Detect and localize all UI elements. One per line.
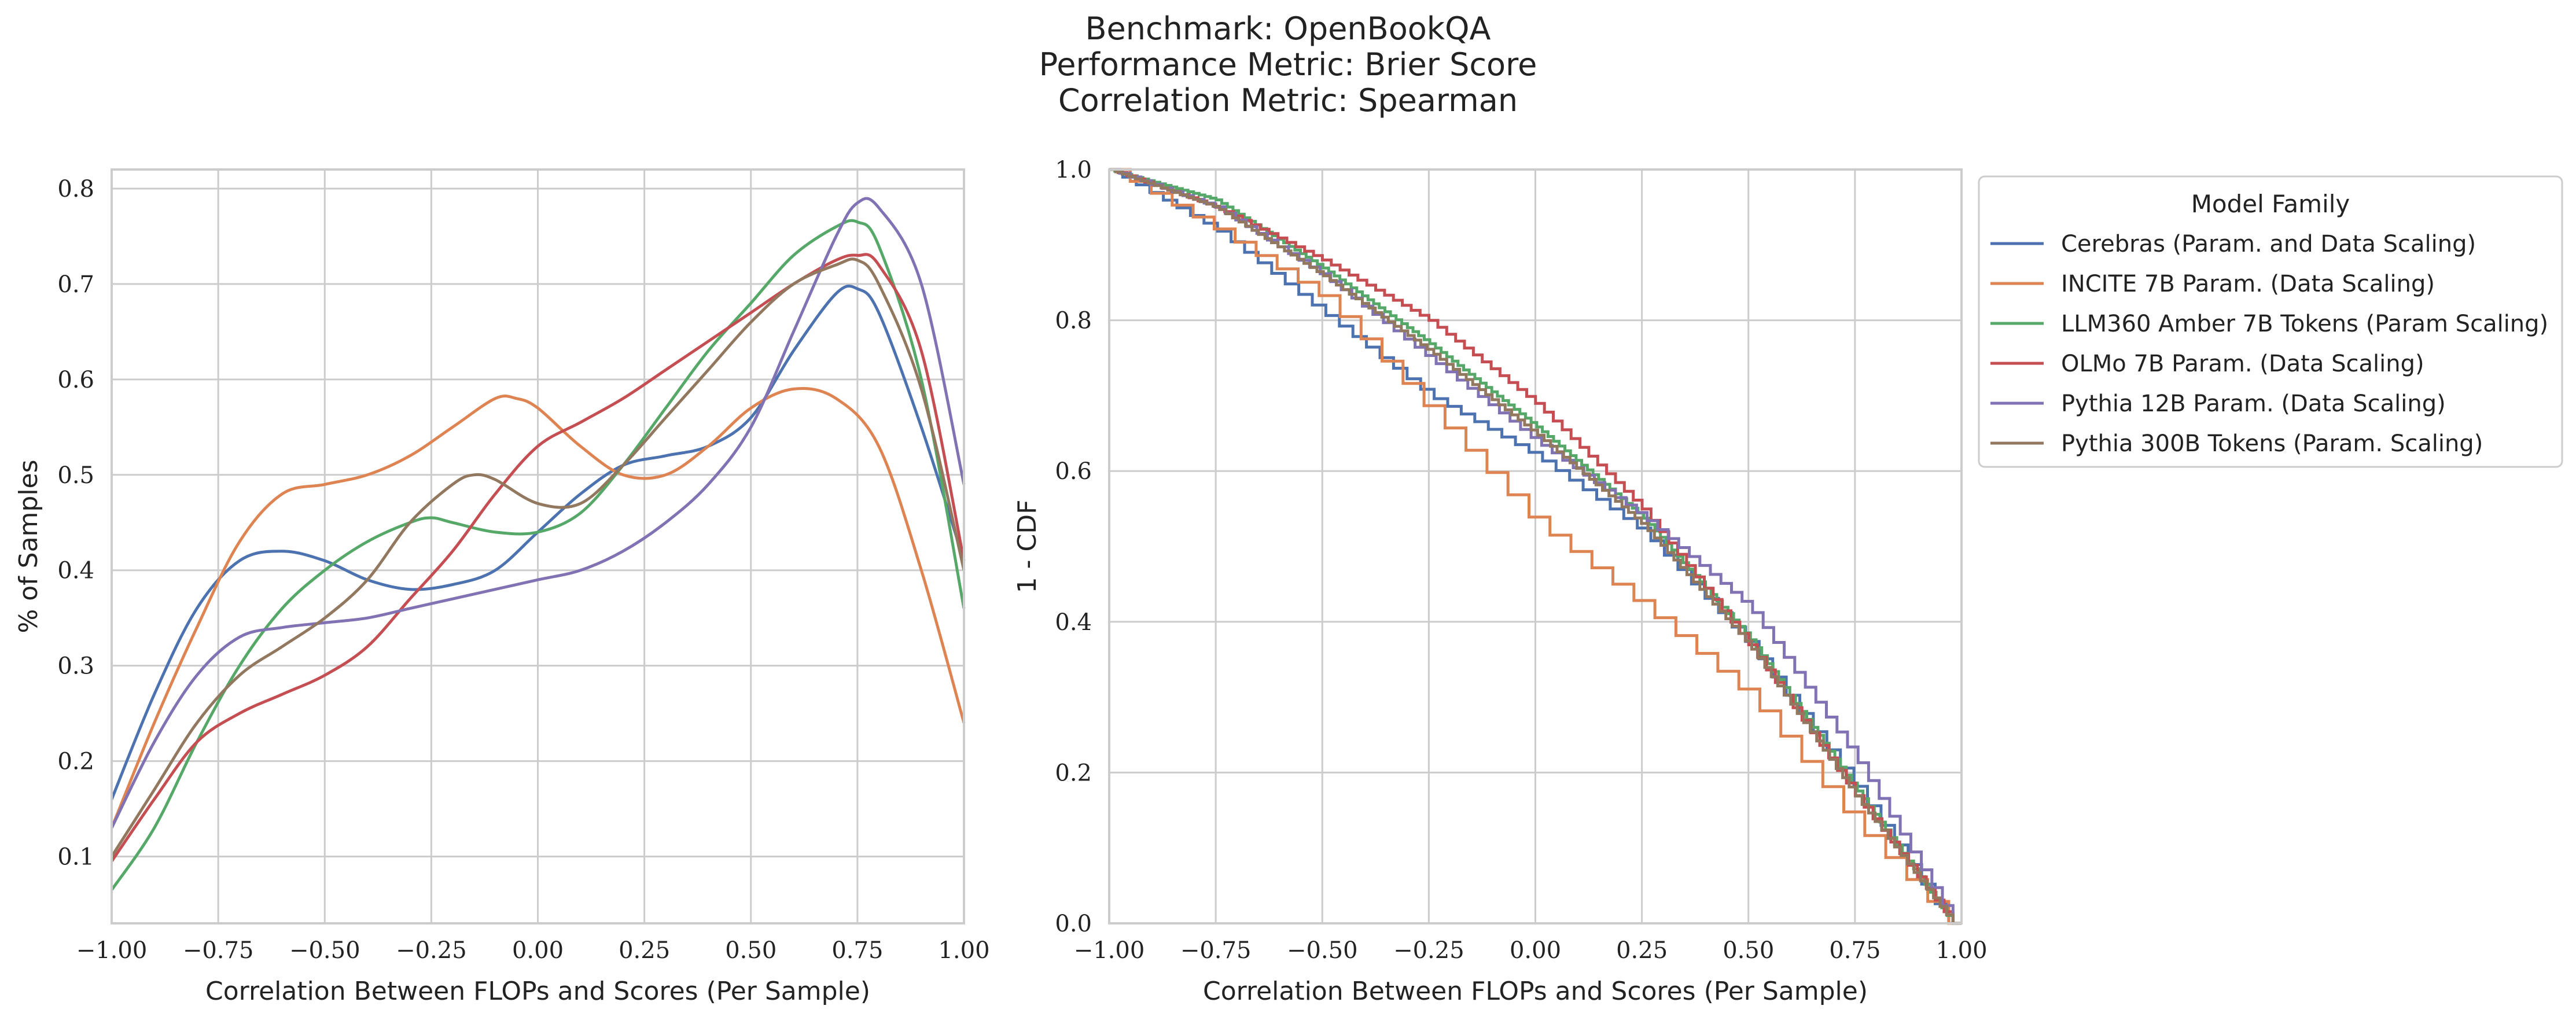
survival-y-ticks: 0.0 0.2 0.4 0.6 0.8 1.0 bbox=[1055, 157, 1092, 937]
legend-title: Model Family bbox=[2191, 190, 2350, 218]
kde-grid bbox=[111, 170, 965, 923]
survival-y-axis-label: 1 - CDF bbox=[1013, 500, 1042, 594]
legend-label-cerebras-param-and-data-scaling: Cerebras (Param. and Data Scaling) bbox=[2061, 231, 2476, 257]
survival-y-tick-label: 0.0 bbox=[1055, 911, 1092, 937]
kde-series-group bbox=[110, 197, 966, 891]
kde-y-tick-label: 0.1 bbox=[57, 844, 94, 871]
legend-label-incite-7b-param-data-scaling: INCITE 7B Param. (Data Scaling) bbox=[2061, 271, 2435, 297]
kde-x-tick-label: −0.50 bbox=[289, 937, 360, 964]
kde-x-tick-label: 0.00 bbox=[512, 937, 564, 964]
kde-plot: −1.00 −0.75 −0.50 −0.25 0.00 0.25 0.50 0.75 1.00… bbox=[14, 168, 990, 1006]
legend-label-pythia-12b-param-data-scaling: Pythia 12B Param. (Data Scaling) bbox=[2061, 391, 2446, 417]
survival-y-tick-label: 1.0 bbox=[1055, 157, 1092, 183]
kde-x-tick-label: 0.25 bbox=[619, 937, 670, 964]
kde-y-axis-label: % of Samples bbox=[14, 459, 43, 633]
kde-x-ticks: −1.00 −0.75 −0.50 −0.25 0.00 0.25 0.50 0.75 1.00 bbox=[76, 937, 990, 964]
kde-y-tick-label: 0.3 bbox=[57, 653, 94, 680]
kde-line-llm360-amber-7b-tokens-param-scaling bbox=[110, 219, 966, 891]
survival-series-group bbox=[1109, 168, 1962, 925]
kde-plot-frame bbox=[111, 168, 965, 924]
kde-line-cerebras-param-and-data-scaling bbox=[110, 285, 966, 800]
survival-line-pythia-300b-tokens-param-scaling bbox=[1109, 168, 1962, 925]
survival-line-incite-7b-param-data-scaling bbox=[1109, 168, 1962, 925]
survival-x-tick-label: 0.00 bbox=[1510, 937, 1561, 964]
kde-x-tick-label: −1.00 bbox=[76, 937, 148, 964]
legend-items: Cerebras (Param. and Data Scaling) INCITE… bbox=[1990, 231, 2548, 457]
kde-line-olmo-7b-param-data-scaling bbox=[110, 253, 966, 863]
kde-y-ticks: 0.1 0.2 0.3 0.4 0.5 0.6 0.7 0.8 bbox=[57, 176, 94, 871]
kde-y-tick-label: 0.7 bbox=[57, 271, 94, 298]
survival-x-tick-label: 1.00 bbox=[1935, 937, 1987, 964]
survival-x-axis-label: Correlation Between FLOPs and Scores (Pe… bbox=[1203, 977, 1868, 1006]
legend-label-pythia-300b-tokens-param-scaling: Pythia 300B Tokens (Param. Scaling) bbox=[2061, 430, 2483, 457]
kde-y-tick-label: 0.8 bbox=[57, 176, 94, 202]
survival-x-tick-label: 0.25 bbox=[1616, 937, 1668, 964]
kde-x-tick-label: −0.25 bbox=[396, 937, 467, 964]
title-line-3: Correlation Metric: Spearman bbox=[1058, 82, 1518, 119]
title-line-2: Performance Metric: Brier Score bbox=[1039, 46, 1537, 83]
kde-line-incite-7b-param-data-scaling bbox=[110, 386, 966, 829]
survival-line-olmo-7b-param-data-scaling bbox=[1109, 168, 1962, 925]
survival-x-tick-label: −0.75 bbox=[1180, 937, 1252, 964]
kde-line-pythia-300b-tokens-param-scaling bbox=[110, 257, 966, 857]
kde-line-pythia-12b-param-data-scaling bbox=[110, 197, 966, 829]
kde-x-tick-label: 0.75 bbox=[831, 937, 883, 964]
survival-x-tick-label: −1.00 bbox=[1074, 937, 1145, 964]
figure-title: Benchmark: OpenBookQA Performance Metric… bbox=[1039, 10, 1537, 119]
kde-y-tick-label: 0.4 bbox=[57, 558, 94, 584]
legend-label-llm360-amber-7b-tokens-param-scaling: LLM360 Amber 7B Tokens (Param Scaling) bbox=[2061, 311, 2548, 337]
survival-grid bbox=[1108, 168, 1963, 924]
kde-x-tick-label: −0.75 bbox=[183, 937, 254, 964]
survival-x-tick-label: −0.50 bbox=[1287, 937, 1358, 964]
survival-line-pythia-12b-param-data-scaling bbox=[1109, 168, 1962, 925]
survival-y-tick-label: 0.2 bbox=[1055, 760, 1092, 786]
survival-plot: −1.00 −0.75 −0.50 −0.25 0.00 0.25 0.50 0.75 1.00… bbox=[1013, 157, 1988, 1006]
survival-y-tick-label: 0.4 bbox=[1055, 609, 1092, 636]
kde-y-tick-label: 0.5 bbox=[57, 462, 94, 489]
survival-x-tick-label: −0.25 bbox=[1393, 937, 1464, 964]
kde-y-tick-label: 0.2 bbox=[57, 749, 94, 775]
kde-x-tick-label: 0.50 bbox=[725, 937, 777, 964]
survival-x-tick-label: 0.50 bbox=[1723, 937, 1774, 964]
survival-x-ticks: −1.00 −0.75 −0.50 −0.25 0.00 0.25 0.50 0.75 1.00 bbox=[1074, 937, 1988, 964]
title-line-1: Benchmark: OpenBookQA bbox=[1085, 10, 1491, 47]
kde-y-tick-label: 0.6 bbox=[57, 367, 94, 393]
kde-x-axis-label: Correlation Between FLOPs and Scores (Pe… bbox=[205, 977, 870, 1006]
kde-x-tick-label: 1.00 bbox=[938, 937, 989, 964]
legend-label-olmo-7b-param-data-scaling: OLMo 7B Param. (Data Scaling) bbox=[2061, 351, 2424, 377]
survival-y-tick-label: 0.8 bbox=[1055, 308, 1092, 334]
survival-y-tick-label: 0.6 bbox=[1055, 458, 1092, 485]
legend-frame bbox=[1978, 175, 2563, 468]
survival-x-tick-label: 0.75 bbox=[1829, 937, 1881, 964]
survival-plot-frame bbox=[1108, 168, 1963, 924]
legend: Model Family Cerebras (Param. and Data S… bbox=[1978, 175, 2563, 468]
